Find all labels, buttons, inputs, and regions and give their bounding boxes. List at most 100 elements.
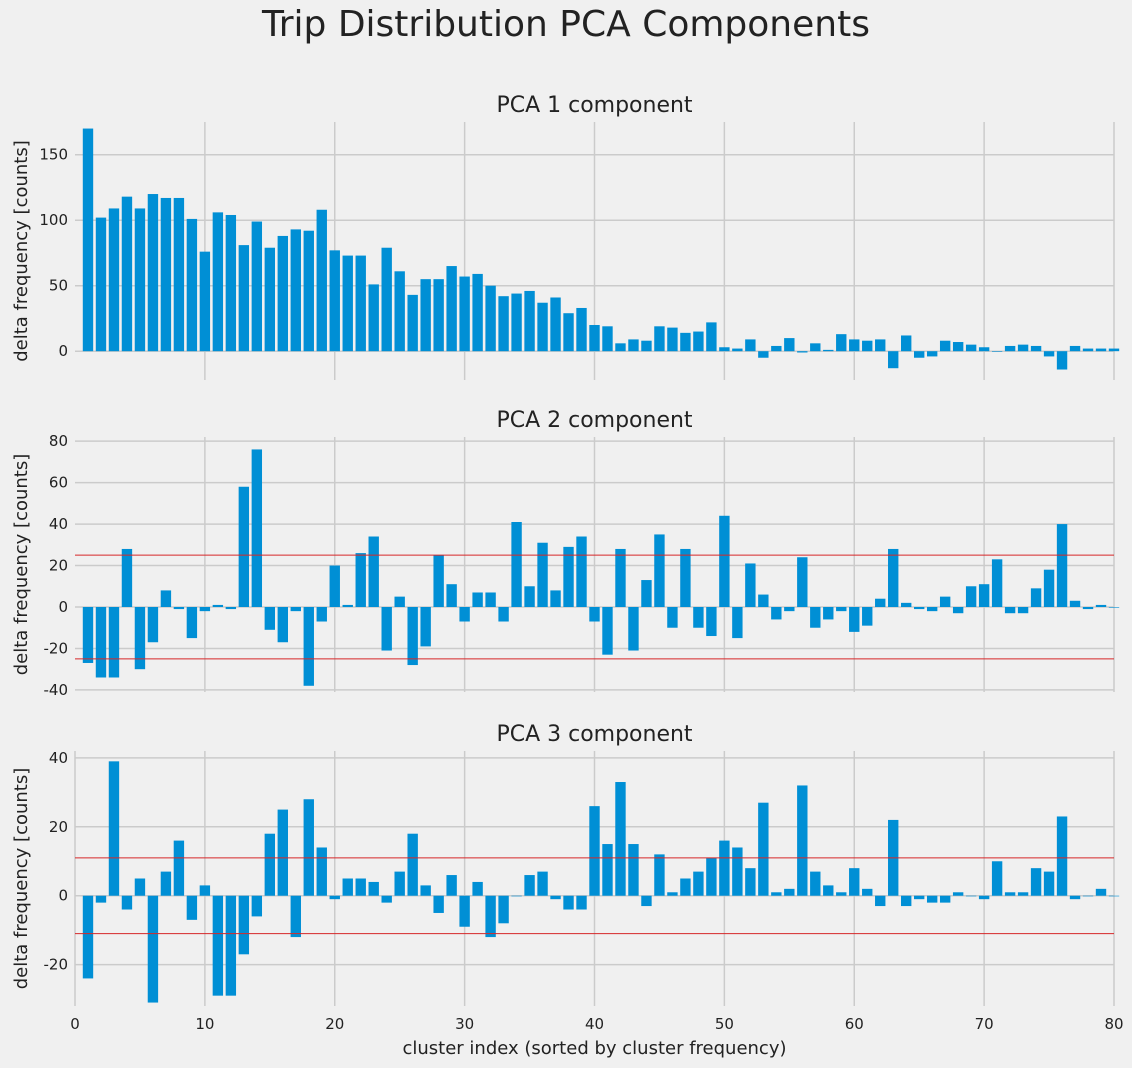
bar [1017, 607, 1029, 614]
bar [849, 868, 860, 896]
bar [1108, 895, 1120, 897]
bar [563, 895, 574, 910]
y-tick-label: 100 [39, 211, 68, 229]
bar [875, 598, 886, 607]
bar [394, 596, 405, 607]
bar [355, 255, 366, 352]
bar [316, 209, 327, 352]
bar [952, 342, 964, 352]
bar [641, 895, 652, 907]
bar [1030, 345, 1042, 352]
bar [939, 895, 951, 903]
bar [758, 802, 769, 896]
bar [952, 892, 964, 896]
panel-title: PCA 2 component [496, 408, 692, 433]
bar [602, 607, 613, 655]
bar [926, 895, 938, 903]
bar [758, 351, 769, 358]
bar [459, 276, 470, 352]
bar [1004, 892, 1016, 896]
bar [277, 809, 288, 896]
bar [550, 895, 561, 900]
y-tick-label: 60 [49, 474, 68, 492]
y-axis-label: delta frequency [counts] [11, 454, 32, 676]
bar [978, 895, 990, 900]
bar [160, 590, 172, 607]
bar [797, 351, 808, 353]
bar [238, 486, 250, 607]
bar [978, 347, 990, 352]
bar [1017, 892, 1029, 896]
bar [706, 607, 717, 637]
bar [394, 871, 405, 896]
bar [446, 266, 457, 352]
bar [1095, 604, 1107, 607]
bar [926, 351, 938, 357]
bar [303, 607, 314, 686]
bar [121, 196, 133, 352]
bar [849, 607, 860, 632]
bar [485, 285, 496, 352]
bar [342, 255, 353, 352]
bar [173, 840, 185, 896]
bar [589, 806, 600, 896]
bar [823, 885, 834, 896]
bar [186, 607, 198, 639]
y-tick-label: 20 [49, 557, 68, 575]
bar [355, 553, 366, 607]
bar [667, 892, 678, 896]
bar [706, 322, 717, 352]
bar [472, 273, 483, 352]
bar [537, 871, 548, 896]
bar [654, 534, 665, 607]
bar [407, 294, 418, 352]
bar [238, 245, 250, 352]
bar [849, 339, 860, 352]
bar [810, 607, 821, 628]
bar [368, 284, 379, 352]
bar [732, 607, 743, 639]
bar [926, 607, 938, 612]
bar [368, 881, 379, 896]
bar [225, 214, 237, 352]
bar [433, 279, 444, 352]
bar [680, 548, 691, 607]
bar [1043, 569, 1055, 607]
figure-title: Trip Distribution PCA Components [262, 4, 870, 45]
bar [95, 217, 107, 352]
bar [680, 878, 691, 896]
bar [420, 279, 431, 352]
bar [589, 324, 600, 352]
bar [251, 895, 263, 917]
bar [498, 607, 509, 622]
bar [641, 580, 652, 607]
bar [1004, 607, 1016, 614]
x-tick-label: 20 [325, 1015, 344, 1033]
bar [615, 343, 626, 352]
x-tick-label: 40 [585, 1015, 604, 1033]
bar [991, 559, 1003, 607]
bar [498, 296, 509, 352]
bar [186, 218, 198, 352]
bar [303, 799, 314, 896]
bar [524, 290, 535, 352]
bar [1082, 895, 1094, 897]
bar [446, 584, 457, 607]
bar [913, 351, 925, 358]
bar [485, 895, 496, 938]
y-tick-label: 0 [58, 342, 68, 360]
bar [550, 297, 561, 352]
bar [1043, 871, 1055, 896]
bar [784, 338, 795, 352]
bar [589, 607, 600, 622]
bar [576, 895, 587, 910]
bar [563, 546, 574, 607]
bar [537, 302, 548, 352]
bar [264, 833, 276, 896]
bar [680, 332, 691, 352]
bar [836, 892, 847, 896]
bar [82, 607, 94, 663]
bar [628, 607, 639, 651]
bar [1017, 344, 1029, 352]
x-tick-label: 30 [455, 1015, 474, 1033]
